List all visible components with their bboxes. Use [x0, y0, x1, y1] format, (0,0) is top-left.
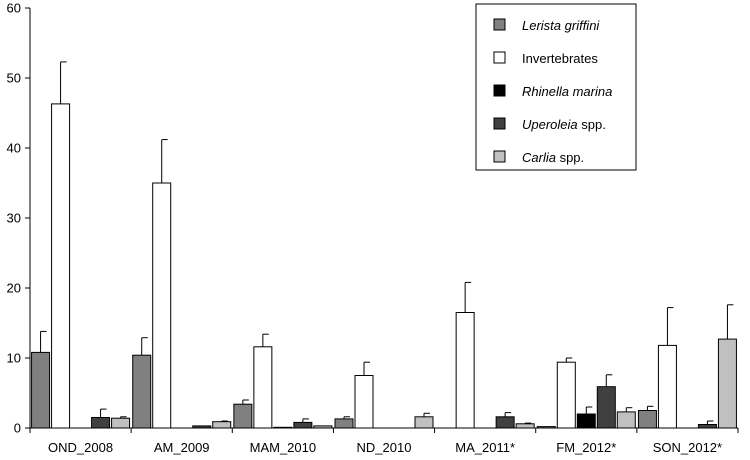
bar-4-3 — [414, 416, 434, 429]
legend-label-main-3: Uperoleia — [522, 117, 578, 132]
bar-0-6 — [637, 410, 657, 429]
bar-1-2 — [253, 346, 273, 429]
x-tick-label-ond_2008: OND_2008 — [48, 440, 113, 455]
bars — [31, 61, 737, 429]
legend: Lerista griffini Invertebrates Rhinella ma… — [475, 3, 637, 171]
legend-label-3: Uperoleia spp. — [522, 117, 606, 132]
x-tick-label-am_2009: AM_2009 — [154, 440, 210, 455]
y-tick-label-0: 0 — [14, 421, 21, 436]
legend-label-main-1: Invertebrates — [522, 51, 598, 66]
bar-4-0 — [111, 417, 131, 429]
y-tick-label-20: 20 — [7, 281, 21, 296]
bar-0-3 — [334, 418, 354, 429]
legend-swatch-0 — [493, 18, 506, 31]
legend-swatch-2 — [493, 84, 506, 97]
bar-1-3 — [354, 375, 374, 429]
bar-3-1 — [192, 425, 212, 429]
legend-label-suffix-4: spp. — [556, 150, 584, 165]
legend-swatch-4 — [493, 150, 506, 163]
bar-1-0 — [51, 103, 71, 429]
legend-label-0: Lerista griffini — [522, 18, 600, 33]
x-tick-label-nd_2010: ND_2010 — [357, 440, 412, 455]
bar-0-5 — [536, 426, 556, 429]
x-tick-label-fm_2012*: FM_2012* — [556, 440, 616, 455]
bar-3-0 — [91, 417, 111, 429]
bar-3-2 — [293, 421, 313, 429]
bar-4-4 — [515, 423, 535, 429]
legend-label-2: Rhinella marina — [522, 84, 612, 99]
bar-4-1 — [212, 421, 232, 429]
legend-label-4: Carlia spp. — [522, 150, 584, 165]
bar-1-1 — [152, 182, 172, 429]
bar-2-2 — [273, 426, 293, 429]
bar-3-4 — [495, 416, 515, 429]
y-tick-label-30: 30 — [7, 211, 21, 226]
legend-label-main-2: Rhinella marina — [522, 84, 612, 99]
bar-2-5 — [576, 413, 596, 429]
bar-0-2 — [233, 403, 253, 429]
legend-label-suffix-3: spp. — [578, 117, 606, 132]
bar-3-5 — [596, 386, 616, 429]
x-tick-label-ma_2011*: MA_2011* — [455, 440, 515, 455]
bar-1-6 — [657, 344, 677, 429]
bar-4-5 — [616, 411, 636, 429]
bar-0-1 — [132, 354, 152, 429]
y-tick-label-40: 40 — [7, 141, 21, 156]
y-tick-label-60: 60 — [7, 1, 21, 16]
legend-label-main-0: Lerista griffini — [522, 18, 600, 33]
legend-swatch-3 — [493, 117, 506, 130]
legend-label-main-4: Carlia — [522, 150, 556, 165]
y-tick-label-50: 50 — [7, 71, 21, 86]
bar-4-6 — [717, 338, 737, 429]
legend-swatch-1 — [493, 51, 506, 64]
x-tick-label-son_2012*: SON_2012* — [653, 440, 722, 455]
axes: 0 10 20 30 40 50 60 OND_2008 AM_2009 MAM_2010 ND_2… — [7, 1, 739, 455]
bar-4-2 — [313, 425, 333, 429]
bar-1-4 — [455, 312, 475, 429]
bar-3-6 — [697, 424, 717, 429]
y-tick-label-10: 10 — [7, 351, 21, 366]
x-tick-label-mam_2010: MAM_2010 — [250, 440, 316, 455]
legend-label-1: Invertebrates — [522, 51, 598, 66]
bar-0-0 — [31, 351, 51, 429]
bar-1-5 — [556, 361, 576, 429]
